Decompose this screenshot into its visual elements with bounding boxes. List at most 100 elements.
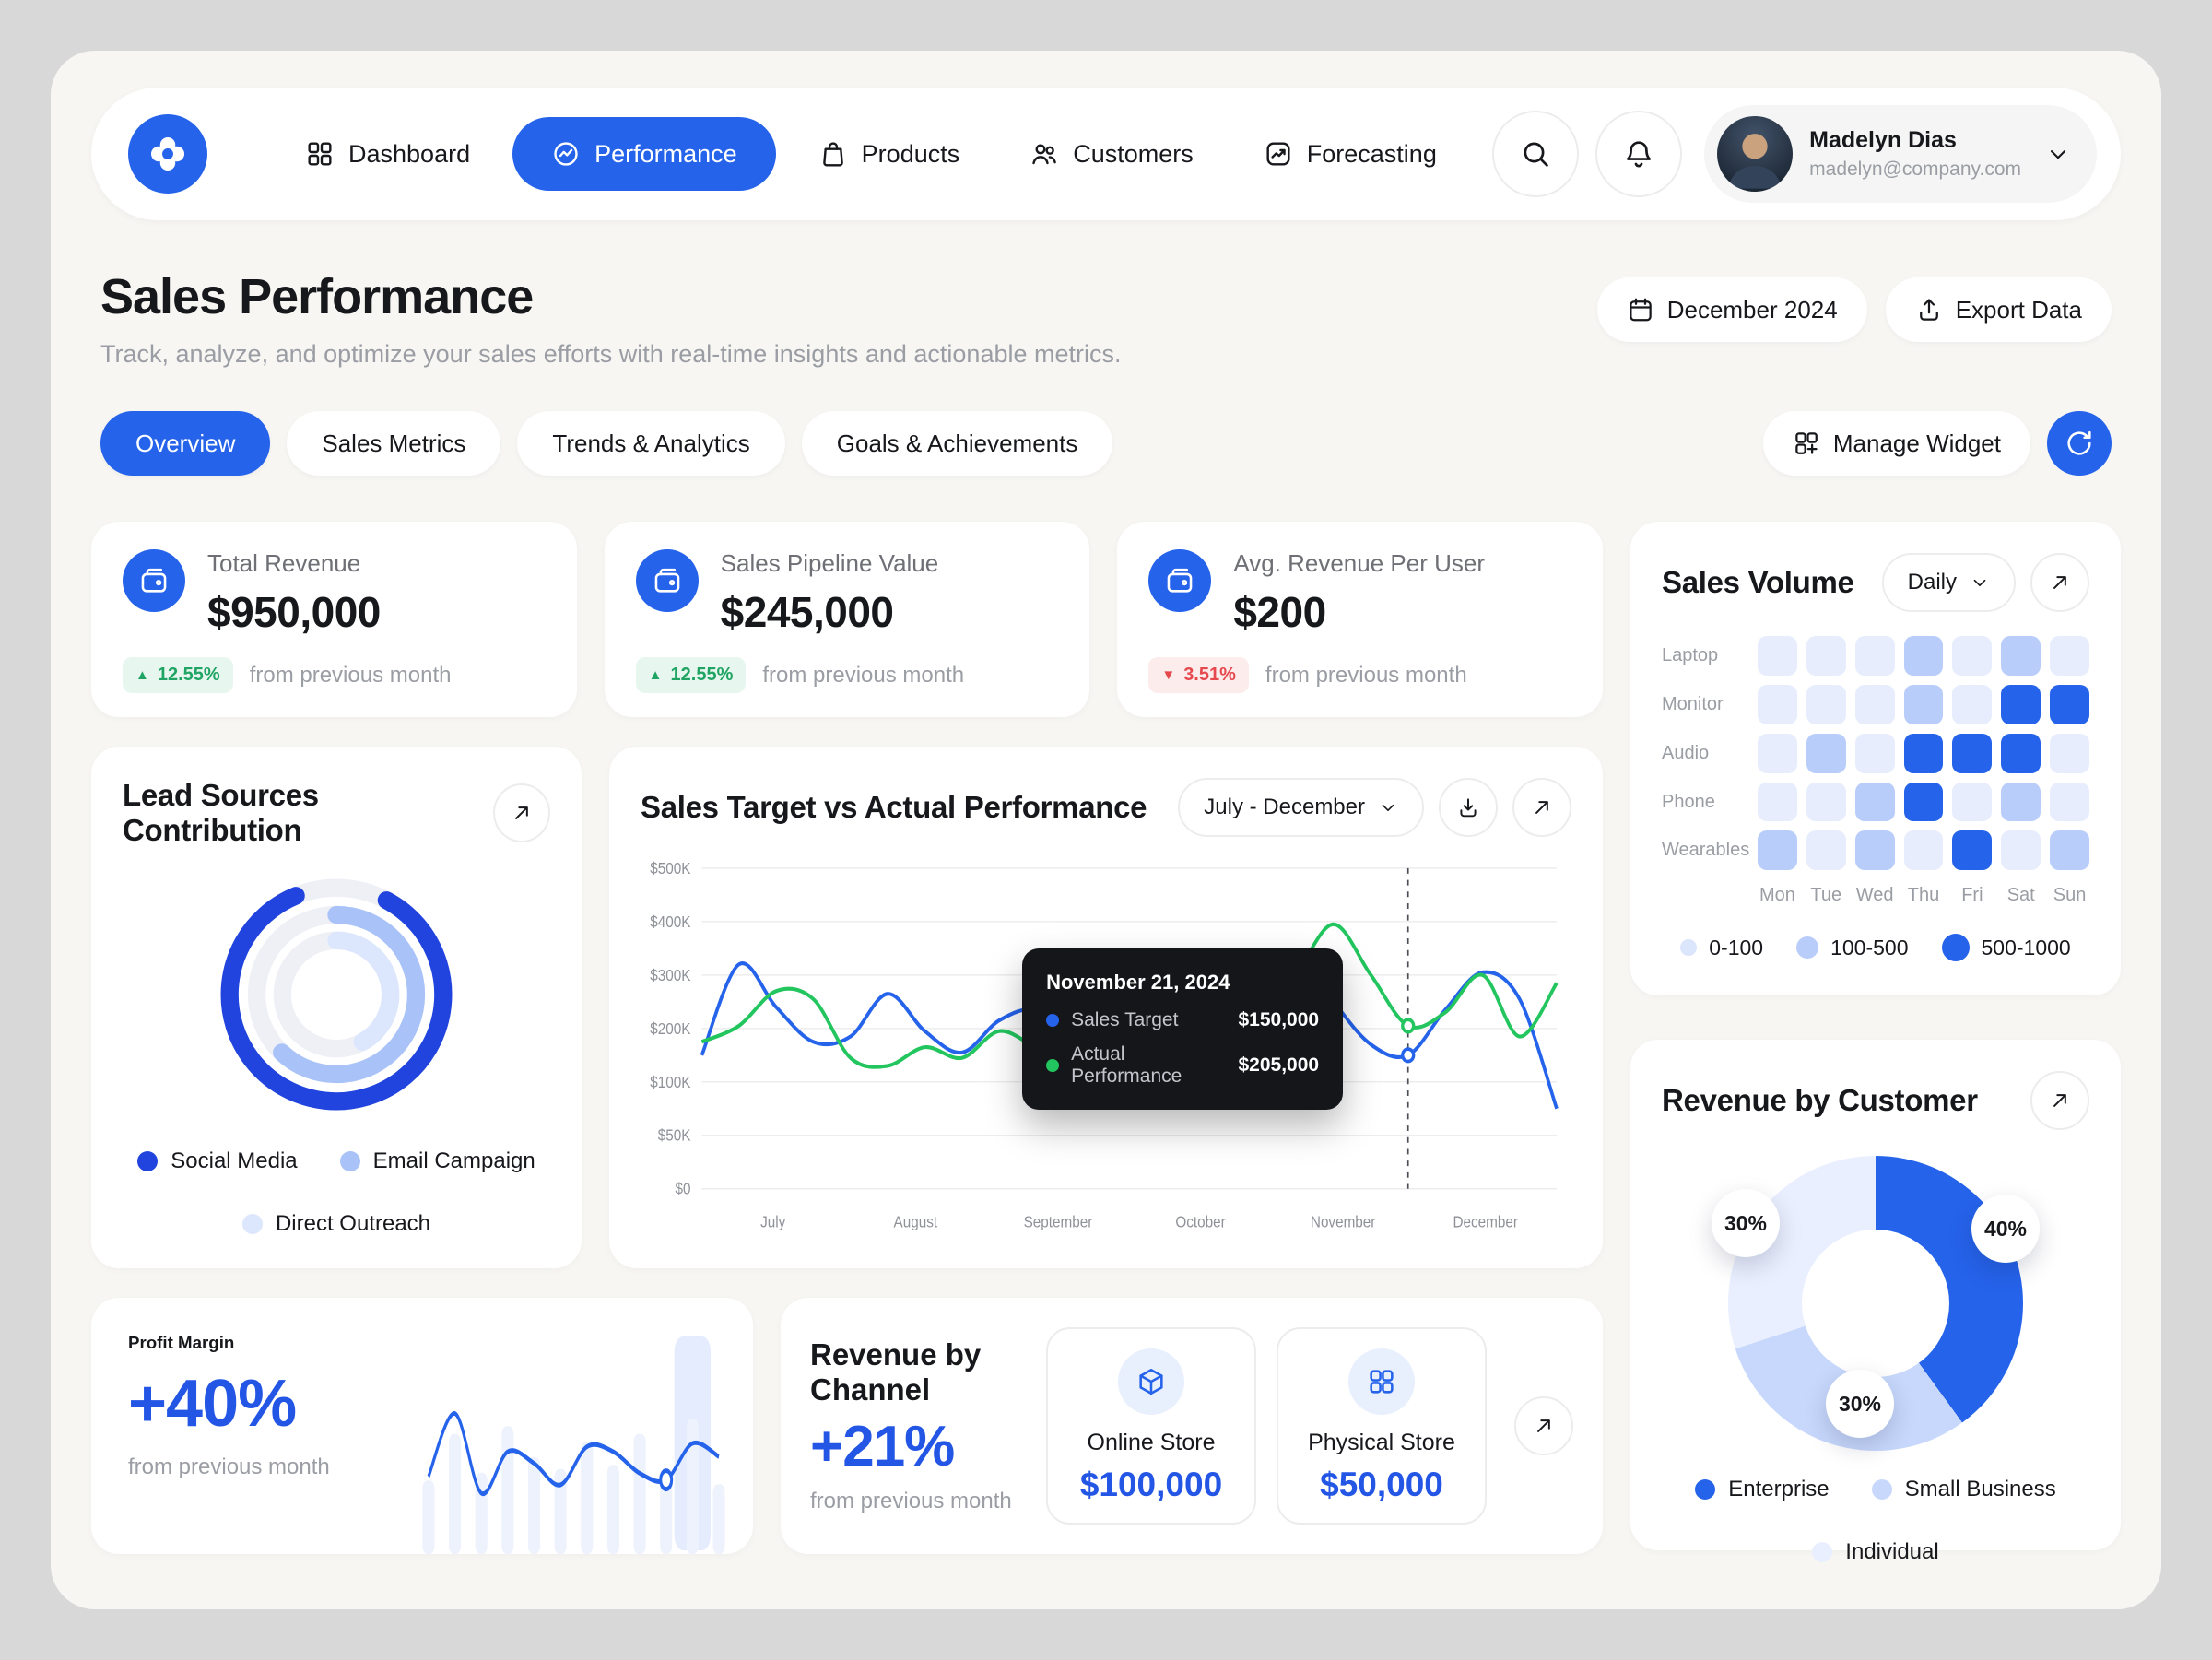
tab-sales-metrics[interactable]: Sales Metrics <box>287 411 501 476</box>
notifications-button[interactable] <box>1595 111 1683 197</box>
kpi-label: Sales Pipeline Value <box>720 549 939 577</box>
kpi-value: $245,000 <box>720 588 894 636</box>
kpi-card-avg-revenue-per-user: Avg. Revenue Per User $200 ▼ 3.51% from p… <box>1117 522 1603 717</box>
expand-button[interactable] <box>1514 1396 1573 1455</box>
profit-margin-card: Profit Margin +40% from previous month <box>91 1298 753 1554</box>
sales-volume-card: Sales Volume Daily Laptop Monitor Audio Pho… <box>1630 522 2121 995</box>
profit-margin-note: from previous month <box>128 1454 330 1479</box>
manage-widget-button[interactable]: Manage Widget <box>1762 411 2030 476</box>
heatmap-cell <box>1806 830 1846 871</box>
wallet-icon <box>635 549 699 612</box>
tab-overview[interactable]: Overview <box>100 411 271 476</box>
page-title: Sales Performance <box>100 269 534 324</box>
nav-item-dashboard[interactable]: Dashboard <box>277 117 498 191</box>
export-icon <box>1919 299 1938 321</box>
card-title: Revenue by Channel <box>810 1336 982 1407</box>
svg-text:September: September <box>1024 1214 1093 1231</box>
lead-sources-card: Lead Sources Contribution Social Media Em… <box>91 747 582 1268</box>
heatmap-cell <box>2050 830 2089 871</box>
heatmap-col-label: Mon <box>1759 885 1795 906</box>
expand-button[interactable] <box>2030 1071 2089 1130</box>
top-nav-bar: Dashboard Performance Products Customers… <box>91 88 2121 220</box>
expand-button[interactable] <box>2030 553 2089 612</box>
heatmap-cell <box>1903 782 1944 822</box>
date-picker-button[interactable]: December 2024 <box>1596 277 1867 342</box>
heatmap-cell <box>1758 782 1797 822</box>
legend-item: Email Campaign <box>339 1148 535 1174</box>
heatmap-row-label: Audio <box>1662 742 1710 763</box>
period-label: Daily <box>1907 570 1957 595</box>
channel-label: Online Store <box>1087 1429 1216 1455</box>
delta-badge: ▲ 12.55% <box>123 657 233 693</box>
kpi-value: $200 <box>1233 588 1326 636</box>
page-subtitle: Track, analyze, and optimize your sales … <box>100 340 1122 368</box>
legend-label: Individual <box>1845 1539 1939 1564</box>
brand-logo[interactable] <box>128 114 207 194</box>
tabs-row: Overview Sales Metrics Trends & Analytic… <box>91 411 2121 476</box>
online-store-card: Online Store $100,000 <box>1046 1327 1256 1525</box>
volume-period-select[interactable]: Daily <box>1881 553 2016 612</box>
download-button[interactable] <box>1439 778 1498 837</box>
series-dot <box>1046 1013 1060 1027</box>
refresh-button[interactable] <box>2047 411 2112 476</box>
heatmap-cell <box>2050 684 2089 724</box>
arrow-up-right-icon <box>2053 576 2066 589</box>
heatmap-cell <box>2050 636 2089 676</box>
revenue-by-customer-card: Revenue by Customer 40% 30% 30% Enterpri… <box>1630 1040 2121 1564</box>
user-profile-menu[interactable]: Madelyn Dias madelyn@company.com <box>1704 105 2097 203</box>
nav-item-products[interactable]: Products <box>791 117 988 191</box>
arrow-up-right-icon <box>515 806 528 819</box>
heatmap-row-label: Phone <box>1662 791 1715 812</box>
chart-tooltip: November 21, 2024 Sales Target $150,000 A… <box>1022 948 1344 1110</box>
nav-item-forecasting[interactable]: Forecasting <box>1236 117 1465 191</box>
chevron-down-icon <box>1382 804 1394 812</box>
nav-label: Performance <box>594 139 737 168</box>
export-data-button[interactable]: Export Data <box>1885 277 2112 342</box>
heatmap-col-label: Thu <box>1907 885 1940 906</box>
heatmap-cell <box>1952 636 1993 676</box>
heatmap-cell <box>2001 684 2041 724</box>
legend-item: 100-500 <box>1796 936 1909 960</box>
nav-item-performance[interactable]: Performance <box>512 117 776 191</box>
legend-dot <box>339 1151 360 1171</box>
chevron-down-icon <box>1973 579 1986 587</box>
shopping-bag-icon <box>822 142 843 167</box>
heatmap-cell <box>1903 684 1944 724</box>
nav-label: Forecasting <box>1306 139 1437 168</box>
legend-dot <box>137 1151 159 1171</box>
channel-amount: $50,000 <box>1320 1465 1443 1503</box>
topbar-actions: Madelyn Dias madelyn@company.com <box>1492 105 2097 203</box>
box-icon <box>1118 1348 1184 1415</box>
tab-trends-analytics[interactable]: Trends & Analytics <box>517 411 785 476</box>
arrow-up-right-icon <box>2053 1094 2066 1107</box>
nav-item-customers[interactable]: Customers <box>1002 117 1221 191</box>
donut-percent-label: 40% <box>1971 1195 2040 1263</box>
avatar <box>1717 116 1794 192</box>
expand-button[interactable] <box>493 783 550 842</box>
period-select[interactable]: July - December <box>1178 778 1424 837</box>
heatmap-cell <box>1758 684 1797 724</box>
heatmap-cell <box>1903 830 1944 871</box>
delta-badge: ▲ 12.55% <box>635 657 747 693</box>
svg-text:July: July <box>760 1214 786 1231</box>
legend-dot <box>1680 939 1698 957</box>
heatmap-cell <box>1903 636 1944 676</box>
legend-dot <box>1871 1479 1892 1500</box>
heatmap-row-label: Wearables <box>1662 840 1750 861</box>
tab-goals-achievements[interactable]: Goals & Achievements <box>801 411 1113 476</box>
heatmap-cell <box>1806 636 1846 676</box>
heatmap-col-label: Sat <box>2006 885 2035 906</box>
physical-store-card: Physical Store $50,000 <box>1277 1327 1487 1525</box>
card-title: Profit Margin <box>128 1333 235 1352</box>
series-dot <box>1046 1058 1060 1072</box>
expand-button[interactable] <box>1512 778 1571 837</box>
donut-percent-label: 30% <box>1712 1189 1780 1257</box>
card-title: Lead Sources Contribution <box>123 778 319 847</box>
svg-text:$400K: $400K <box>650 913 690 931</box>
legend-dot <box>1812 1542 1833 1562</box>
legend-item: Enterprise <box>1695 1477 1830 1502</box>
heatmap-cell <box>1854 830 1895 871</box>
search-button[interactable] <box>1492 111 1580 197</box>
arrow-up-right-icon <box>1535 801 1548 814</box>
heatmap-cell <box>1952 684 1993 724</box>
